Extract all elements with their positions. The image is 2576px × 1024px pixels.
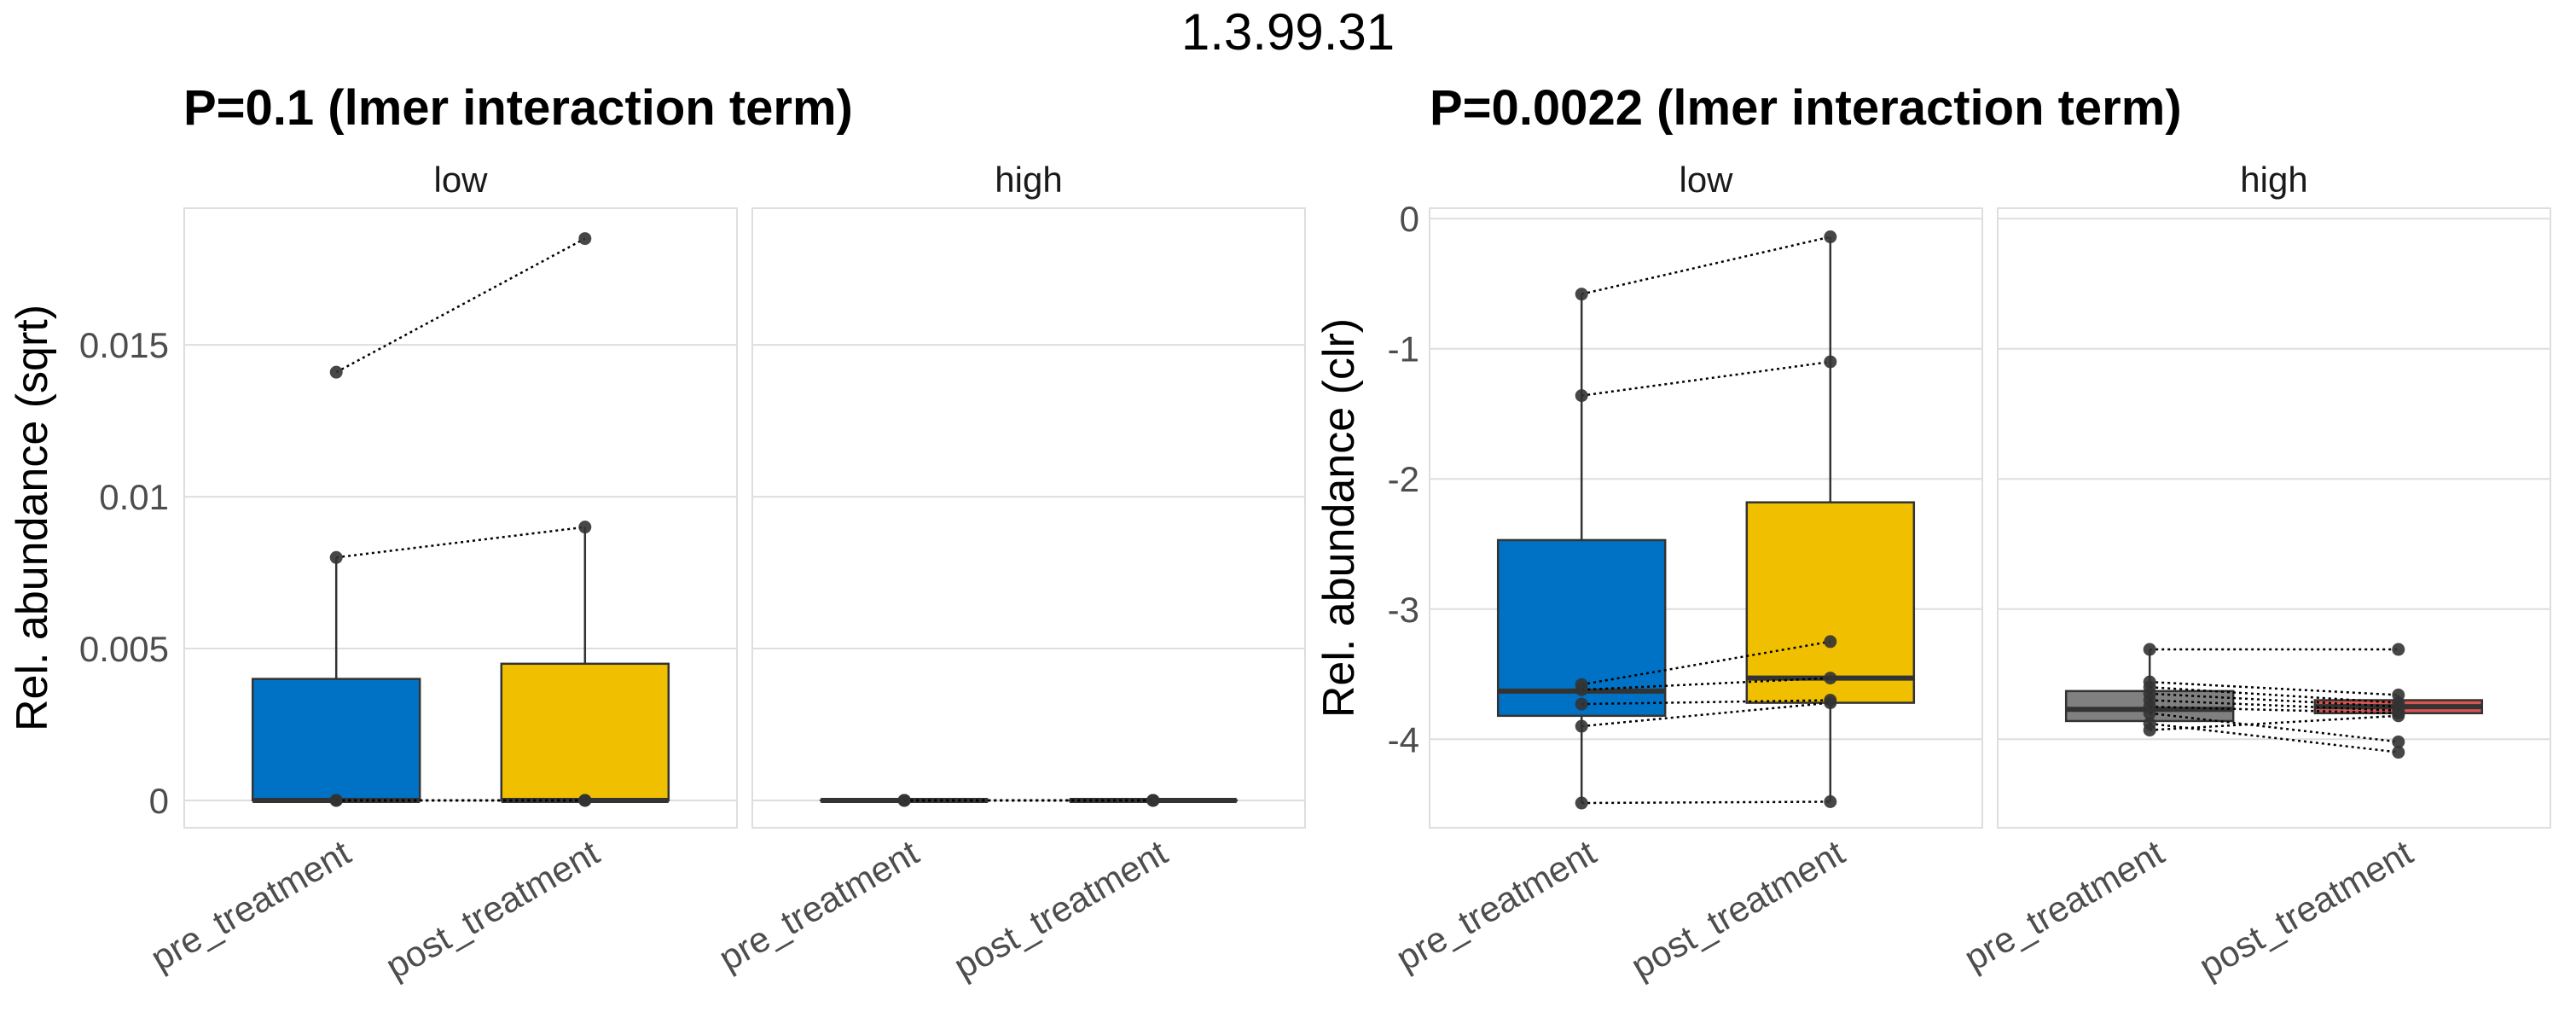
data-point-post [1824, 355, 1837, 369]
facet-high: high pre_treatment post_treatment [712, 160, 1306, 986]
data-point-pre [1575, 796, 1588, 810]
pair-line [1581, 640, 1831, 686]
plot-title: P=0.0022 (lmer interaction term) [1430, 80, 2182, 136]
data-point-pre [1575, 288, 1588, 301]
y-tick-label: 0.005 [79, 629, 169, 669]
data-point-post [2392, 643, 2405, 656]
data-point-pre [1575, 389, 1588, 403]
x-tick-label: pre_treatment [1958, 832, 2171, 979]
data-point-post [2392, 709, 2405, 723]
subject-pair [2143, 707, 2405, 748]
x-tick-label: post_treatment [379, 832, 606, 986]
subject-pair [1575, 355, 1837, 403]
y-tick-label: -3 [1388, 590, 1419, 630]
x-tick-label: pre_treatment [712, 832, 925, 979]
facet-low: low pre_treatment post_treatment [144, 160, 738, 986]
y-tick-label: -4 [1388, 719, 1419, 759]
facet-strip-label: low [1679, 160, 1733, 200]
data-point-pre [897, 794, 911, 807]
y-axis-label: Rel. abundance (clr) [1314, 318, 1364, 718]
subject-pair [1575, 696, 1837, 733]
y-tick-label: 0.01 [99, 477, 169, 517]
subject-pair [2143, 643, 2405, 656]
y-axis-label: Rel. abundance (sqrt) [8, 305, 57, 731]
data-point-post [578, 794, 592, 807]
data-point-pre [1575, 683, 1588, 696]
data-point-post [1824, 794, 1837, 808]
data-point-post [2392, 735, 2405, 748]
subject-pair [329, 794, 592, 807]
data-point-post [1824, 230, 1837, 244]
facet-low: low pre_treatment post_treatment [1390, 160, 1983, 986]
pair-line [1581, 360, 1830, 397]
subject-pair [897, 794, 1160, 807]
figure-title: 1.3.99.31 [1181, 3, 1395, 61]
data-point-pre [1575, 697, 1588, 711]
data-point-post [1146, 794, 1160, 807]
data-point-post [1824, 672, 1837, 685]
x-tick-label: post_treatment [1624, 832, 1851, 986]
y-tick-label: -2 [1388, 459, 1419, 499]
plot-title: P=0.1 (lmer interaction term) [183, 80, 853, 136]
panel-background [1997, 207, 2551, 829]
plot-2: P=0.0022 (lmer interaction term) Rel. abu… [1314, 80, 2551, 986]
facet-strip-label: high [995, 160, 1062, 200]
y-tick-label: 0.015 [79, 325, 169, 365]
panel-background [751, 207, 1306, 829]
pair-line [1581, 236, 1831, 295]
data-point-pre [2143, 643, 2156, 656]
subject-pair [1575, 230, 1837, 301]
x-tick-label: post_treatment [2192, 832, 2419, 986]
data-point-post [578, 521, 592, 534]
data-point-pre [329, 365, 343, 379]
subject-pair [1575, 672, 1837, 696]
subject-pair [1575, 794, 1837, 810]
x-tick-label: pre_treatment [144, 832, 357, 979]
facet-high: high pre_treatment post_treatment [1958, 160, 2551, 986]
data-point-pre [1575, 719, 1588, 733]
box-body [251, 678, 421, 802]
subject-pair [329, 232, 592, 379]
data-point-pre [329, 550, 343, 564]
plot-1: P=0.1 (lmer interaction term) Rel. abunda… [8, 80, 1306, 986]
data-point-pre [329, 794, 343, 807]
data-point-pre [2143, 707, 2156, 720]
data-point-post [578, 232, 592, 246]
subject-pair [329, 521, 592, 564]
box-body [500, 662, 670, 802]
data-point-post [2392, 746, 2405, 759]
facet-strip-label: low [433, 160, 488, 200]
x-tick-label: pre_treatment [1390, 832, 1603, 979]
data-point-pre [2143, 724, 2156, 737]
x-tick-label: post_treatment [947, 832, 1174, 986]
y-tick-label: 0 [149, 781, 169, 821]
subject-pair [2143, 709, 2405, 737]
data-point-post [1824, 635, 1837, 649]
pair-line [335, 237, 586, 374]
y-tick-label: 0 [1400, 199, 1419, 239]
y-tick-label: -1 [1388, 329, 1419, 369]
data-point-post [1824, 696, 1837, 710]
facet-strip-label: high [2240, 160, 2307, 200]
